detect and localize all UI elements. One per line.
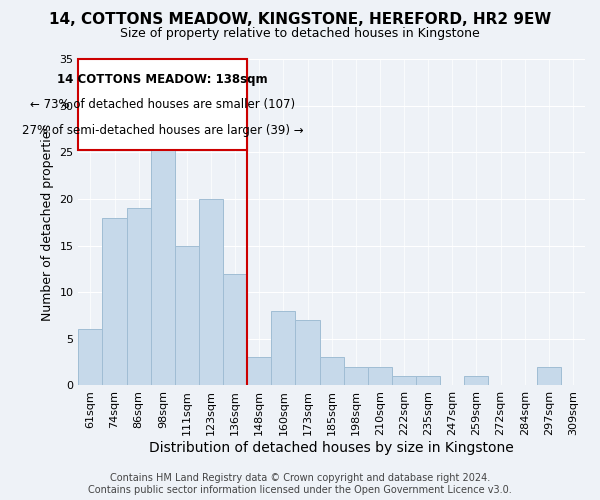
Bar [175,246,199,386]
Bar [464,376,488,386]
Bar [103,218,127,386]
Text: 14 COTTONS MEADOW: 138sqm: 14 COTTONS MEADOW: 138sqm [58,72,268,86]
Bar [368,367,392,386]
Bar [295,320,320,386]
Bar [537,367,561,386]
Bar [151,115,175,386]
Text: Size of property relative to detached houses in Kingstone: Size of property relative to detached ho… [120,28,480,40]
Bar [79,330,103,386]
Bar [127,208,151,386]
Bar [392,376,416,386]
Bar [199,199,223,386]
Bar [320,358,344,386]
Text: ← 73% of detached houses are smaller (107): ← 73% of detached houses are smaller (10… [30,98,295,111]
Y-axis label: Number of detached properties: Number of detached properties [41,124,54,320]
FancyBboxPatch shape [79,59,247,150]
Text: 27% of semi-detached houses are larger (39) →: 27% of semi-detached houses are larger (… [22,124,304,137]
Bar [247,358,271,386]
Text: 14, COTTONS MEADOW, KINGSTONE, HEREFORD, HR2 9EW: 14, COTTONS MEADOW, KINGSTONE, HEREFORD,… [49,12,551,28]
Bar [223,274,247,386]
Bar [344,367,368,386]
X-axis label: Distribution of detached houses by size in Kingstone: Distribution of detached houses by size … [149,441,514,455]
Bar [416,376,440,386]
Bar [271,311,295,386]
Text: Contains HM Land Registry data © Crown copyright and database right 2024.
Contai: Contains HM Land Registry data © Crown c… [88,474,512,495]
